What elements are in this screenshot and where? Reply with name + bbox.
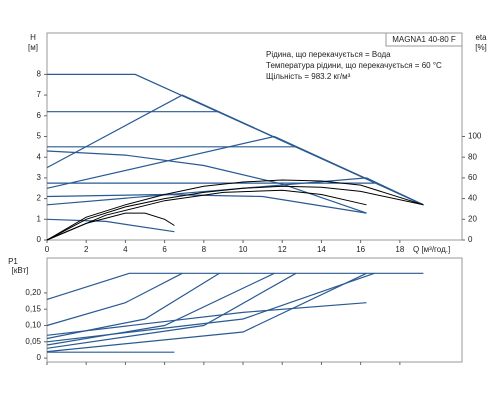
y-tick-label: 0,10 [25, 321, 41, 330]
x-tick-label: 0 [45, 245, 50, 254]
curve [46, 212, 175, 241]
y-unit: [кВт] [12, 266, 29, 275]
y-tick-label: 2 [37, 194, 42, 203]
y-tick-label: 6 [37, 111, 42, 120]
bottom-frame [46, 257, 463, 363]
y2-tick-label: 80 [468, 152, 477, 161]
y-tick-label: 0,20 [25, 288, 41, 297]
curve [46, 193, 367, 214]
y2-tick-label: 40 [468, 194, 477, 203]
curve [46, 272, 275, 346]
y-label: H [30, 33, 36, 42]
y2-label: eta [475, 33, 487, 42]
curve [46, 189, 367, 241]
curve [46, 272, 424, 300]
curve [46, 272, 297, 349]
x-tick-label: 4 [123, 245, 128, 254]
y-tick-label: 4 [37, 152, 42, 161]
curve [46, 272, 183, 327]
curve [46, 272, 220, 340]
curve [46, 179, 424, 241]
y2-tick-label: 100 [468, 132, 482, 141]
x-tick-label: 16 [356, 245, 365, 254]
y-tick-label: 7 [37, 90, 42, 99]
annotation: Щільність = 983.2 кг/м³ [266, 72, 351, 81]
y-unit: [м] [28, 43, 38, 52]
x-tick-label: 2 [84, 245, 89, 254]
x-tick-label: 6 [162, 245, 167, 254]
y-tick-label: 5 [37, 132, 42, 141]
y-tick-label: 0,15 [25, 304, 41, 313]
annotation: Рідина, що перекачується = Вода [266, 50, 391, 59]
x-tick-label: 8 [202, 245, 207, 254]
x-tick-label: 10 [239, 245, 248, 254]
y2-unit: [%] [475, 43, 487, 52]
curve [47, 73, 424, 206]
model-label: MAGNA1 40-80 F [392, 35, 456, 44]
curve [46, 302, 367, 336]
y2-tick-label: 0 [468, 235, 473, 244]
curve [46, 218, 175, 233]
y-tick-label: 1 [37, 214, 42, 223]
y2-tick-label: 60 [468, 173, 477, 182]
x-tick-label: 12 [278, 245, 287, 254]
y-tick-label: 8 [37, 70, 42, 79]
curve [46, 177, 424, 206]
curve [46, 272, 375, 343]
y2-tick-label: 20 [468, 214, 477, 223]
curve [46, 135, 424, 206]
curve [46, 272, 367, 353]
annotation: Температура рідини, що перекачується = 6… [266, 61, 442, 70]
y-tick-label: 0 [37, 353, 42, 362]
x-tick-label: 14 [317, 245, 326, 254]
y-tick-label: 3 [37, 173, 42, 182]
y-tick-label: 0,05 [25, 337, 41, 346]
x-label: Q [м³/год.] [413, 245, 450, 254]
x-tick-label: 18 [395, 245, 404, 254]
curve [46, 185, 424, 241]
y-label: P1 [8, 257, 18, 266]
y-tick-label: 0 [37, 235, 42, 244]
model-box [385, 32, 463, 47]
